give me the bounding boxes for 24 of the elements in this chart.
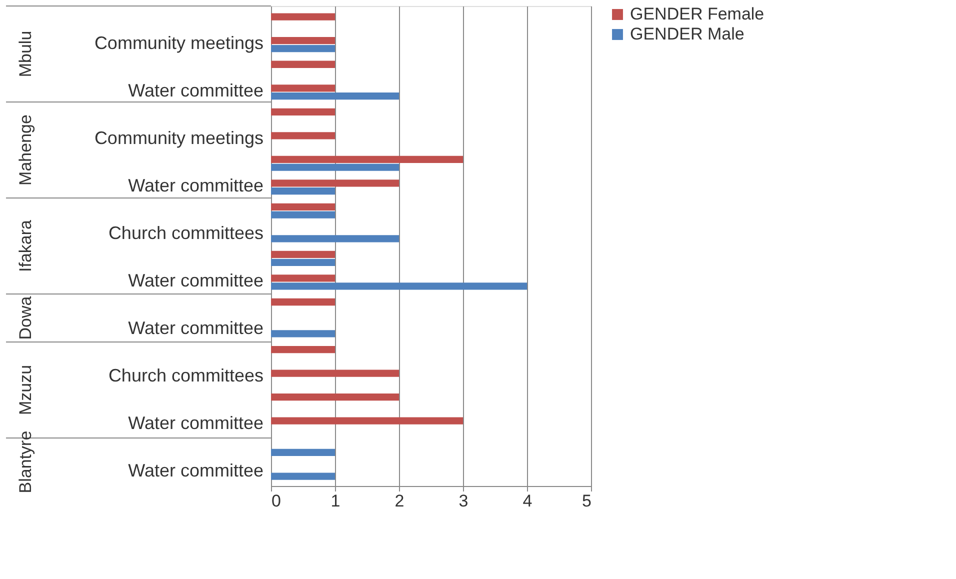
y-tick-label: Water committee xyxy=(128,270,264,291)
y-tick-label: Water committee xyxy=(128,80,264,101)
x-tick-label: 2 xyxy=(394,492,404,510)
y-tick-label: Community meetings xyxy=(94,128,264,148)
y-tick-label: Water committee xyxy=(128,413,264,434)
text: Mbulu xyxy=(16,30,35,78)
text: Blantyre xyxy=(16,430,35,494)
y-tick-label: Water committee xyxy=(128,318,264,338)
x-tick-label: 4 xyxy=(522,492,532,510)
legend-label: GENDER Male xyxy=(630,24,744,44)
x-tick-label: 5 xyxy=(582,492,592,510)
y-tick-label: Church committees xyxy=(108,223,264,244)
y-tick-label: Water committee xyxy=(128,460,264,481)
text: Mahenge xyxy=(16,114,35,186)
y-tick-label: Community meetings xyxy=(94,33,264,54)
x-tick-label: 1 xyxy=(330,492,340,510)
text: Dowa xyxy=(16,296,35,340)
y-tick-label: Church committees xyxy=(108,366,264,386)
legend-label: GENDER Female xyxy=(630,4,764,24)
x-tick-label: 0 xyxy=(272,492,281,510)
text: Mzuzu xyxy=(16,364,35,416)
y-tick-label: Water committee xyxy=(128,176,264,196)
x-tick-label: 3 xyxy=(458,492,468,510)
text: Ifakara xyxy=(16,219,35,272)
